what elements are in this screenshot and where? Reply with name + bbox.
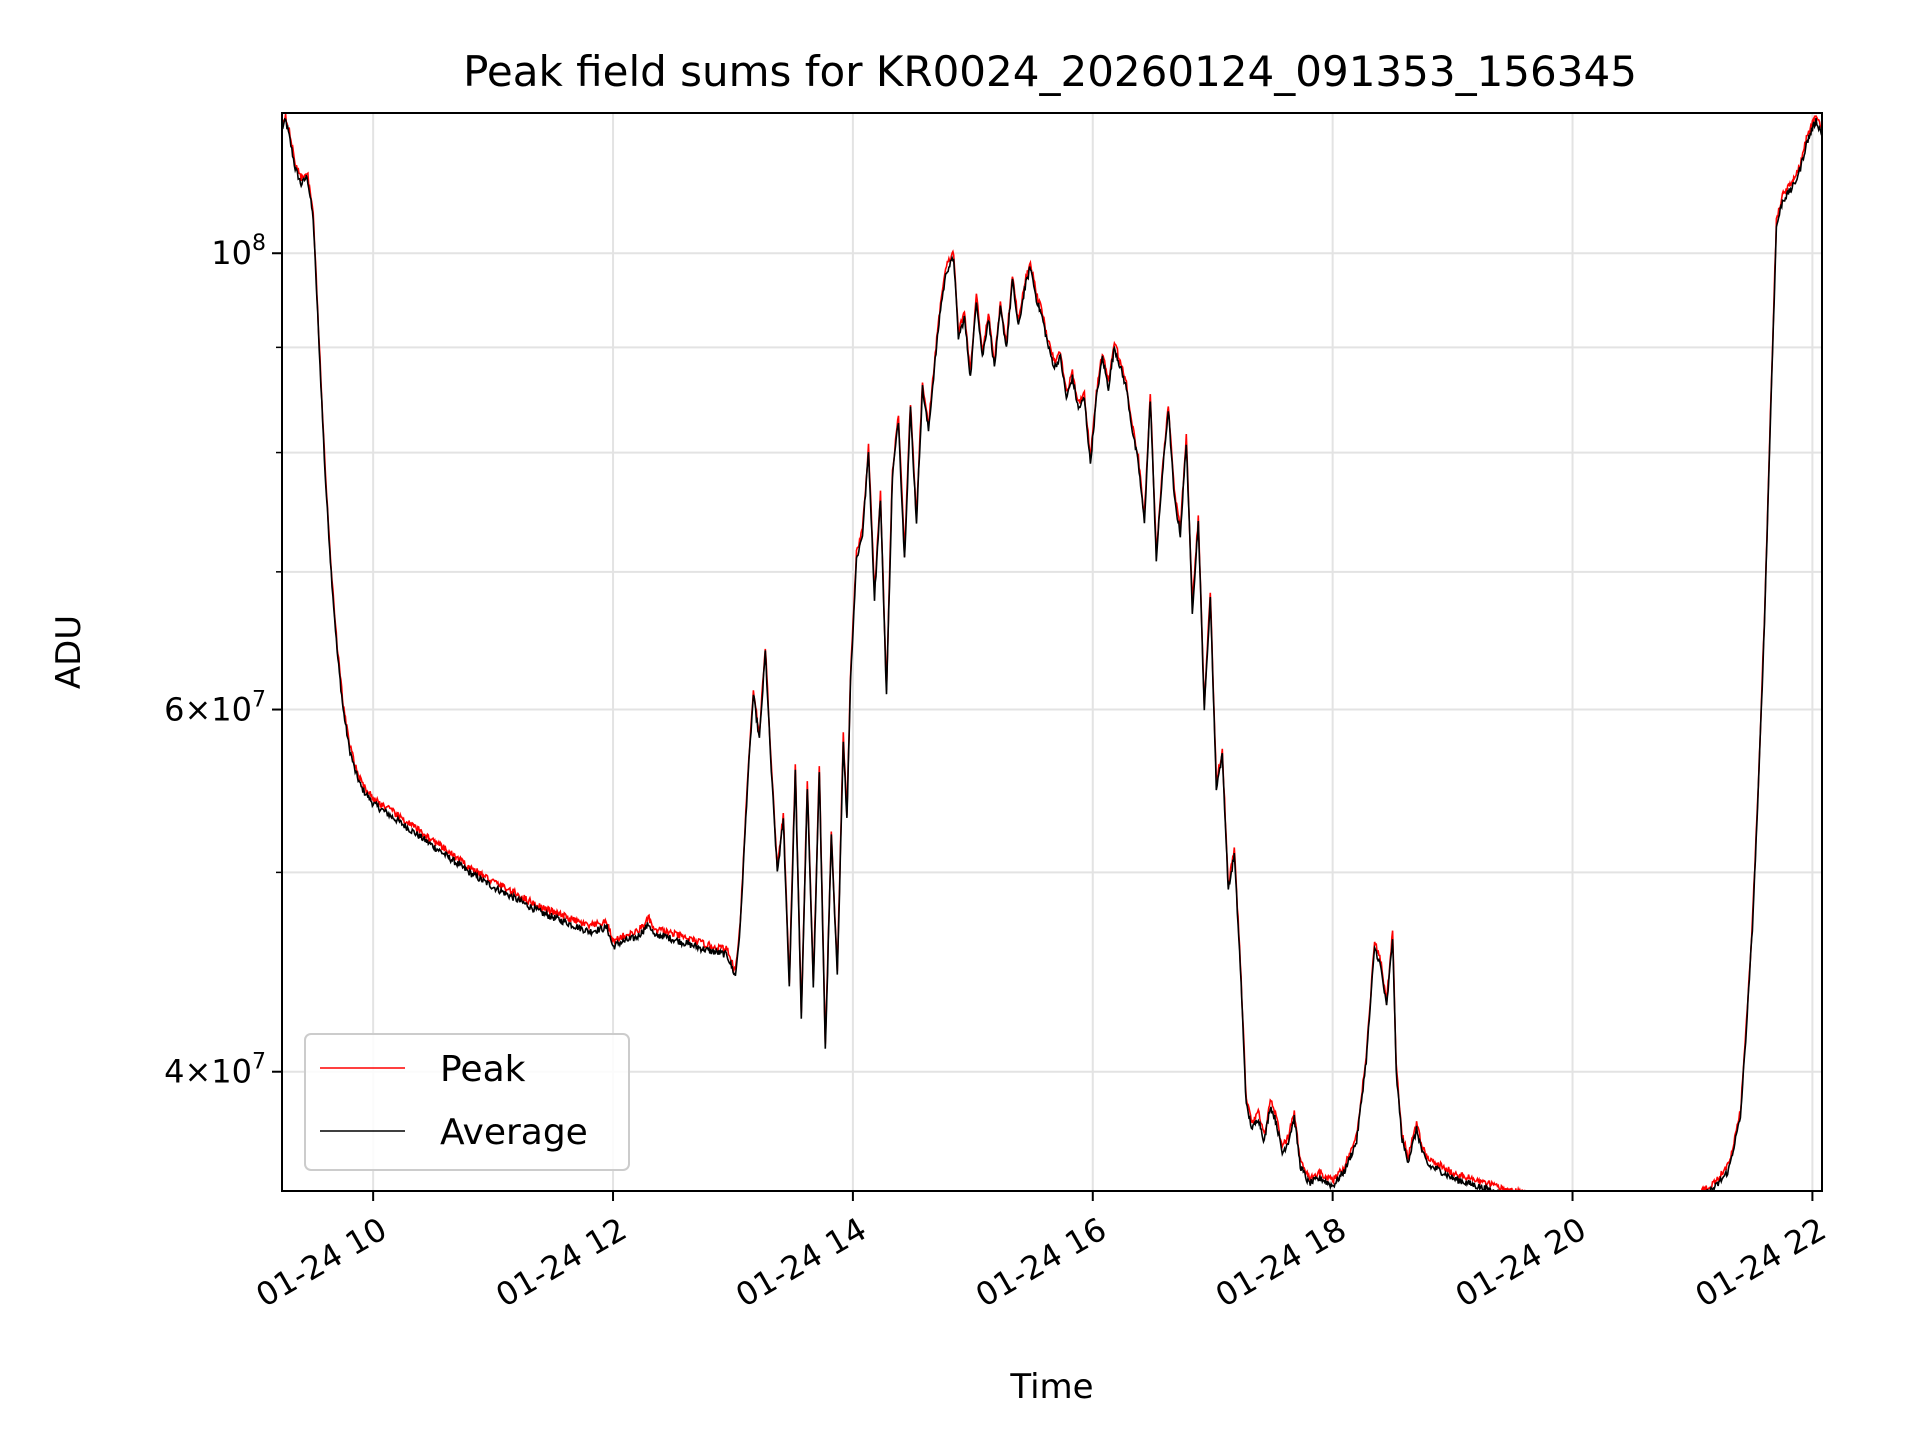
y-tick-label: 4×107 [164, 1050, 266, 1091]
x-axis-label: Time [1009, 1367, 1093, 1407]
series-line-peak [282, 113, 1822, 1191]
chart-title: Peak field sums for KR0024_20260124_0913… [463, 47, 1637, 96]
legend-label-average: Average [440, 1112, 588, 1153]
y-axis-label: ADU [49, 615, 89, 689]
series-layer [282, 113, 1822, 1191]
y-tick-label: 6×107 [164, 688, 266, 729]
series-line-average [282, 117, 1822, 1191]
y-axis: 4×107 6×107 108 [164, 231, 282, 1091]
legend: Peak Average [304, 1033, 630, 1171]
y-tick-label: 108 [211, 231, 266, 272]
plot-frame [281, 112, 1823, 1192]
legend-label-peak: Peak [440, 1049, 526, 1090]
